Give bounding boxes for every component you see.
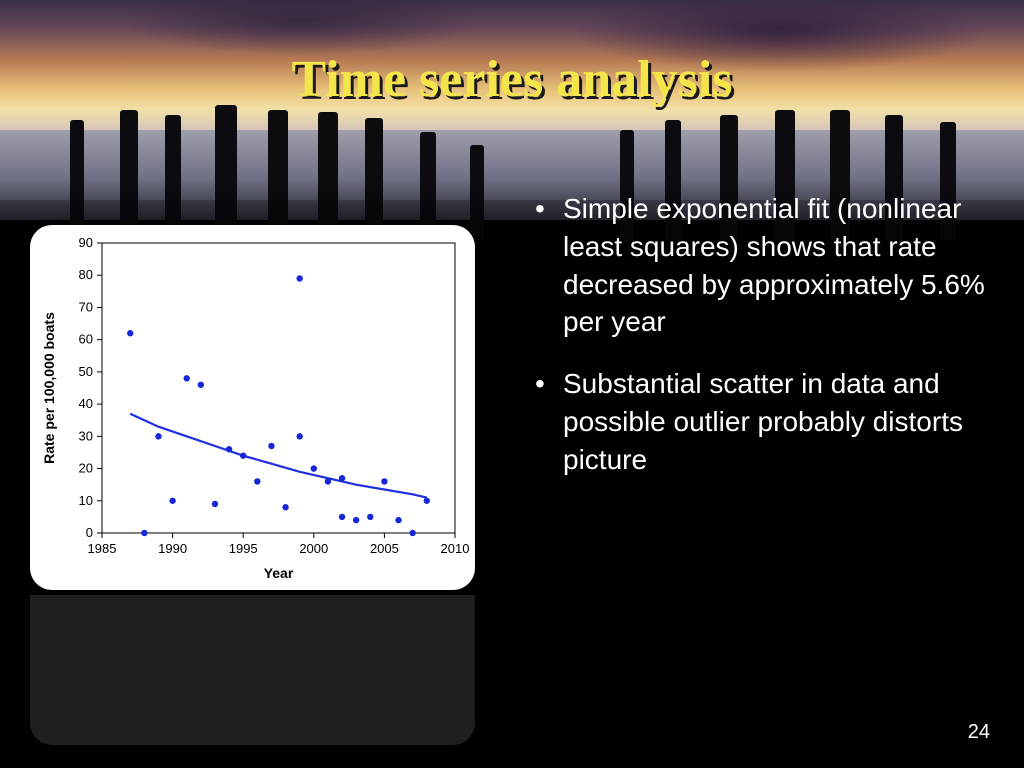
data-point — [381, 478, 387, 484]
x-tick-label: 1990 — [158, 541, 187, 556]
bullet-item: Substantial scatter in data and possible… — [535, 365, 995, 478]
y-tick-label: 10 — [79, 493, 93, 508]
y-tick-label: 40 — [79, 396, 93, 411]
data-point — [395, 517, 401, 523]
slide-title: Time series analysis — [0, 50, 1024, 109]
y-tick-label: 80 — [79, 267, 93, 282]
scatter-chart: 0 10 20 30 40 50 60 70 80 90 1985 1990 1995 2000 2005 2… — [30, 225, 475, 590]
x-tick-label: 1995 — [229, 541, 258, 556]
data-point — [339, 514, 345, 520]
page-number: 24 — [968, 721, 990, 744]
x-tick-label: 1985 — [88, 541, 117, 556]
data-point — [325, 478, 331, 484]
data-point — [353, 517, 359, 523]
x-tick-label: 2005 — [370, 541, 399, 556]
x-axis-label: Year — [264, 565, 294, 581]
data-point — [240, 452, 246, 458]
y-tick-label: 30 — [79, 428, 93, 443]
fit-curve — [130, 414, 427, 498]
data-point — [296, 433, 302, 439]
chart-card: 0 10 20 30 40 50 60 70 80 90 1985 1990 1995 2000 2005 2… — [30, 225, 475, 590]
data-point — [339, 475, 345, 481]
slide: Time series analysis 0 10 20 30 40 50 60 70 80 90… — [0, 0, 1024, 768]
data-point — [424, 498, 430, 504]
data-point — [367, 514, 373, 520]
data-point — [226, 446, 232, 452]
chart-reflection — [30, 595, 475, 745]
data-point — [141, 530, 147, 536]
y-tick-label: 20 — [79, 461, 93, 476]
plot-frame — [102, 243, 455, 533]
data-point — [184, 375, 190, 381]
y-tick-label: 0 — [86, 525, 93, 540]
data-point — [254, 478, 260, 484]
data-point — [409, 530, 415, 536]
y-tick-label: 70 — [79, 299, 93, 314]
data-point — [198, 382, 204, 388]
data-point — [212, 501, 218, 507]
data-point — [282, 504, 288, 510]
x-tick-label: 2000 — [299, 541, 328, 556]
bullet-list: Simple exponential fit (nonlinear least … — [535, 190, 995, 503]
y-axis-label: Rate per 100,000 boats — [41, 312, 57, 464]
data-point — [155, 433, 161, 439]
bullet-item: Simple exponential fit (nonlinear least … — [535, 190, 995, 341]
data-point — [127, 330, 133, 336]
y-tick-label: 50 — [79, 364, 93, 379]
y-tick-label: 60 — [79, 332, 93, 347]
y-tick-label: 90 — [79, 235, 93, 250]
data-point — [311, 465, 317, 471]
data-point — [169, 498, 175, 504]
data-point — [268, 443, 274, 449]
data-point — [296, 275, 302, 281]
x-tick-label: 2010 — [441, 541, 470, 556]
